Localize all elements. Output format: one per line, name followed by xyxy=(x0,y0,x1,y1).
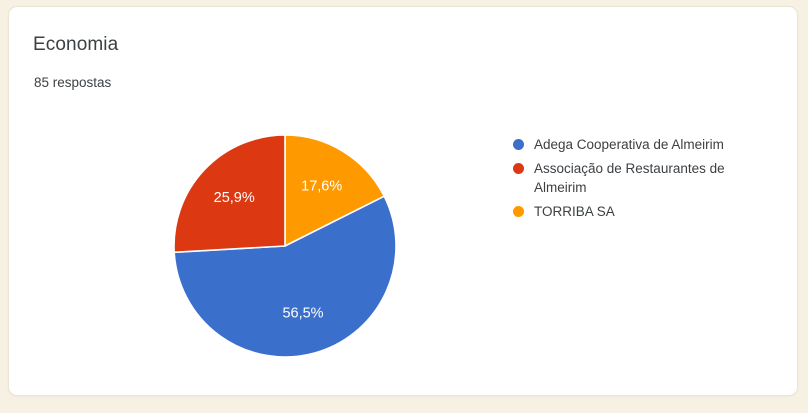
pie-label-group: 17,6% 56,5% 25,9% xyxy=(214,178,343,321)
legend-item-label: Adega Cooperativa de Almeirim xyxy=(534,137,724,152)
legend-item[interactable]: TORRIBA SA xyxy=(513,202,783,221)
chart-legend: Adega Cooperativa de Almeirim Associação … xyxy=(513,135,783,226)
legend-color-swatch-icon xyxy=(513,206,524,217)
page-title: Economia xyxy=(33,34,119,55)
pie-slice-group xyxy=(173,134,397,358)
pie-slice[interactable] xyxy=(284,134,386,248)
pie-chart-area: 17,6% 56,5% 25,9% Adega Cooperativa de Alm… xyxy=(9,7,799,397)
pie-chart: 17,6% 56,5% 25,9% xyxy=(170,131,400,361)
legend-color-swatch-icon xyxy=(513,163,524,174)
pie-slice-label: 25,9% xyxy=(214,190,255,206)
pie-chart-svg: 17,6% 56,5% 25,9% xyxy=(173,134,397,358)
legend-color-swatch-icon xyxy=(513,139,524,150)
response-count-label: 85 respostas xyxy=(34,75,112,90)
pie-slice-label: 56,5% xyxy=(282,305,323,321)
legend-item-label: TORRIBA SA xyxy=(534,204,615,219)
legend-item[interactable]: Adega Cooperativa de Almeirim xyxy=(513,135,783,154)
legend-item-label: Associação de Restaurantes de Almeirim xyxy=(534,161,725,195)
pie-slice[interactable] xyxy=(173,195,397,358)
pie-slice-label: 17,6% xyxy=(301,178,342,194)
chart-card: Economia 85 respostas 17,6% 56,5% 25,9% Ad… xyxy=(8,6,798,396)
legend-item[interactable]: Associação de Restaurantes de Almeirim xyxy=(513,159,783,197)
pie-slice[interactable] xyxy=(173,134,286,254)
